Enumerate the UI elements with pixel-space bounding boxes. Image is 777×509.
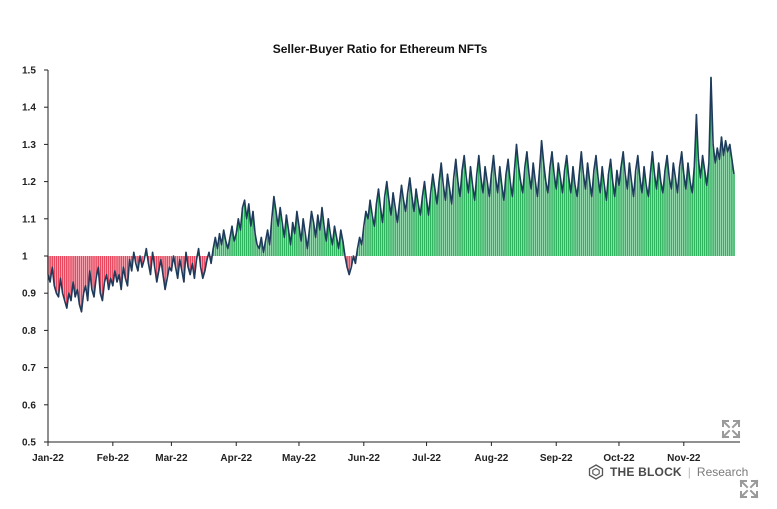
x-tick-label: Apr-22 xyxy=(220,453,252,464)
x-tick-label: Sep-22 xyxy=(540,453,573,464)
y-tick-label: 0.7 xyxy=(22,363,36,374)
y-tick-label: 0.5 xyxy=(22,438,36,449)
x-tick-label: Mar-22 xyxy=(155,453,188,464)
ratio-line xyxy=(47,76,735,313)
y-tick-label: 1.5 xyxy=(22,66,36,77)
y-axis: 0.5 0.6 0.7 0.8 0.9 1 1.1 1.2 1.3 1.4 1.5 xyxy=(22,66,49,449)
x-tick-label: Jul-22 xyxy=(412,453,441,464)
x-tick-label: Nov-22 xyxy=(667,453,701,464)
x-tick-label: Oct-22 xyxy=(603,453,635,464)
brand-watermark: THE BLOCK | Research xyxy=(588,464,748,480)
x-tick-label: May-22 xyxy=(282,453,316,464)
x-tick-label: Feb-22 xyxy=(97,453,130,464)
x-tick-label: Aug-22 xyxy=(474,453,508,464)
y-tick-label: 1.1 xyxy=(22,214,36,225)
x-tick-label: Jan-22 xyxy=(32,453,64,464)
brand-name: THE BLOCK xyxy=(610,465,682,479)
brand-separator: | xyxy=(687,465,691,479)
expand-icon[interactable] xyxy=(720,418,742,440)
y-tick-label: 1 xyxy=(22,252,28,263)
brand-subtitle: Research xyxy=(696,465,749,479)
x-axis: Jan-22 Feb-22 Mar-22 Apr-22 May-22 Jun-22 Jul-… xyxy=(32,441,740,464)
y-tick-label: 1.4 xyxy=(22,103,36,114)
y-tick-label: 0.9 xyxy=(22,289,36,300)
x-tick-label: Jun-22 xyxy=(348,453,381,464)
expand-icon[interactable] xyxy=(738,478,760,500)
the-block-logo-icon xyxy=(588,464,604,480)
plot-area xyxy=(47,76,735,313)
y-tick-label: 1.3 xyxy=(22,140,36,151)
chart-title: Seller-Buyer Ratio for Ethereum NFTs xyxy=(273,42,488,56)
y-tick-label: 0.8 xyxy=(22,326,36,337)
y-tick-label: 1.2 xyxy=(22,177,36,188)
y-tick-label: 0.6 xyxy=(22,400,36,411)
